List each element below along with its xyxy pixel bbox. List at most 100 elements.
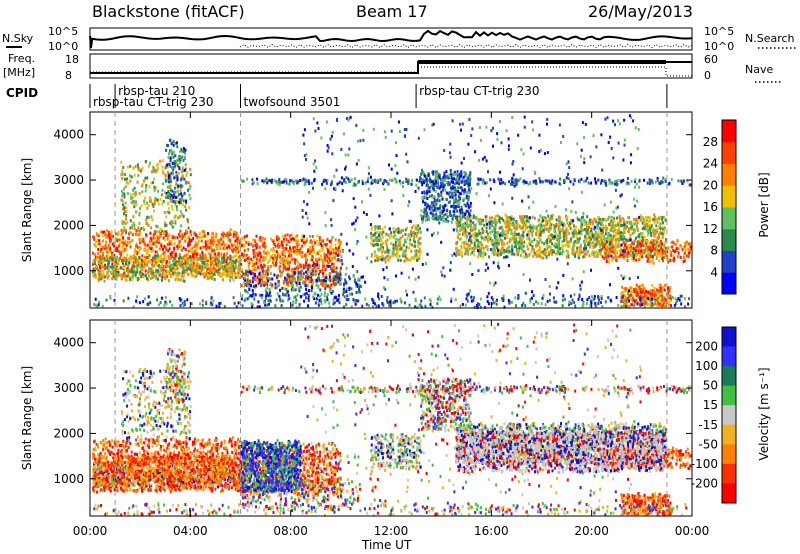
echo-cell	[153, 259, 156, 262]
echo-cell	[241, 252, 243, 256]
echo-cell	[322, 284, 325, 288]
echo-cell	[172, 200, 175, 203]
echo-cell	[647, 231, 650, 235]
echo-cell	[164, 246, 167, 249]
echo-cell	[370, 260, 373, 264]
echo-cell	[231, 276, 234, 280]
echo-cell	[508, 249, 511, 253]
echo-cell	[141, 182, 144, 186]
echo-cell	[442, 206, 445, 210]
echo-cell	[658, 231, 661, 235]
echo-cell	[125, 206, 128, 210]
echo-cell	[450, 176, 453, 180]
echo-cell	[537, 254, 540, 258]
echo-cell	[179, 255, 182, 259]
echo-cell	[284, 276, 287, 280]
echo-cell	[335, 270, 338, 274]
echo-cell	[108, 261, 110, 265]
echo-cell	[171, 255, 174, 258]
echo-cell	[210, 268, 213, 272]
echo-cell	[577, 231, 580, 235]
echo-cell	[225, 233, 228, 237]
echo-cell	[510, 250, 513, 254]
echo-cell	[92, 273, 95, 276]
echo-cell	[133, 173, 136, 177]
echo-cell	[117, 273, 120, 277]
echo-cell	[541, 241, 544, 244]
echo-cell	[616, 231, 619, 235]
echo-cell	[458, 216, 460, 220]
echo-cell	[192, 261, 195, 265]
echo-cell	[466, 202, 469, 206]
echo-cell	[418, 253, 421, 257]
echo-cell	[237, 255, 240, 259]
echo-cell	[428, 186, 431, 190]
echo-cell	[167, 254, 170, 258]
echo-cell	[245, 253, 248, 257]
echo-cell	[638, 258, 641, 261]
echo-cell	[123, 195, 126, 199]
echo-cell	[540, 230, 543, 234]
echo-cell	[646, 228, 649, 231]
echo-cell	[236, 247, 239, 250]
echo-cell	[115, 236, 117, 240]
echo-cell	[166, 165, 169, 169]
echo-cell	[469, 221, 472, 225]
echo-cell	[425, 195, 428, 199]
echo-cell	[188, 206, 191, 209]
echo-cell	[304, 241, 306, 244]
echo-cell	[243, 238, 246, 241]
echo-cell	[195, 275, 198, 278]
echo-cell	[126, 221, 129, 225]
echo-cell	[546, 244, 549, 248]
echo-cell	[295, 258, 298, 262]
echo-cell	[108, 243, 111, 247]
echo-cell	[194, 266, 196, 269]
echo-cell	[640, 248, 643, 252]
echo-cell	[287, 298, 290, 302]
echo-cell	[513, 225, 516, 229]
echo-cell	[464, 172, 467, 176]
echo-cell	[266, 250, 269, 254]
echo-cell	[235, 254, 238, 258]
echo-cell	[590, 233, 593, 237]
echo-cell	[612, 216, 615, 220]
echo-cell	[177, 155, 180, 159]
echo-cell	[615, 240, 618, 244]
echo-cell	[581, 250, 583, 254]
echo-cell	[532, 254, 535, 258]
echo-cell	[618, 234, 621, 237]
echo-cell	[599, 235, 602, 239]
echo-cell	[179, 234, 181, 238]
echo-cell	[254, 286, 256, 290]
echo-cell	[154, 237, 157, 240]
echo-cell	[93, 243, 96, 247]
echo-cell	[621, 223, 624, 227]
echo-cell	[314, 291, 317, 295]
echo-cell	[277, 246, 280, 250]
echo-cell	[586, 236, 589, 240]
echo-cell	[329, 246, 332, 250]
echo-cell	[656, 219, 659, 223]
echo-cell	[457, 186, 460, 190]
echo-cell	[342, 287, 345, 291]
echo-cell	[185, 199, 187, 203]
echo-cell	[263, 258, 266, 262]
echo-cell	[511, 247, 513, 251]
echo-cell	[550, 223, 553, 227]
echo-cell	[266, 283, 269, 287]
echo-cell	[496, 214, 499, 218]
echo-cell	[217, 257, 220, 261]
echo-cell	[187, 254, 189, 258]
echo-cell	[172, 167, 175, 171]
echo-cell	[377, 243, 379, 247]
echo-cell	[503, 256, 505, 259]
echo-cell	[329, 240, 332, 244]
echo-cell	[247, 296, 250, 300]
echo-cell	[226, 256, 229, 260]
echo-cell	[182, 261, 185, 265]
echo-cell	[540, 223, 543, 227]
echo-cell	[281, 234, 284, 238]
echo-cell	[182, 246, 185, 250]
